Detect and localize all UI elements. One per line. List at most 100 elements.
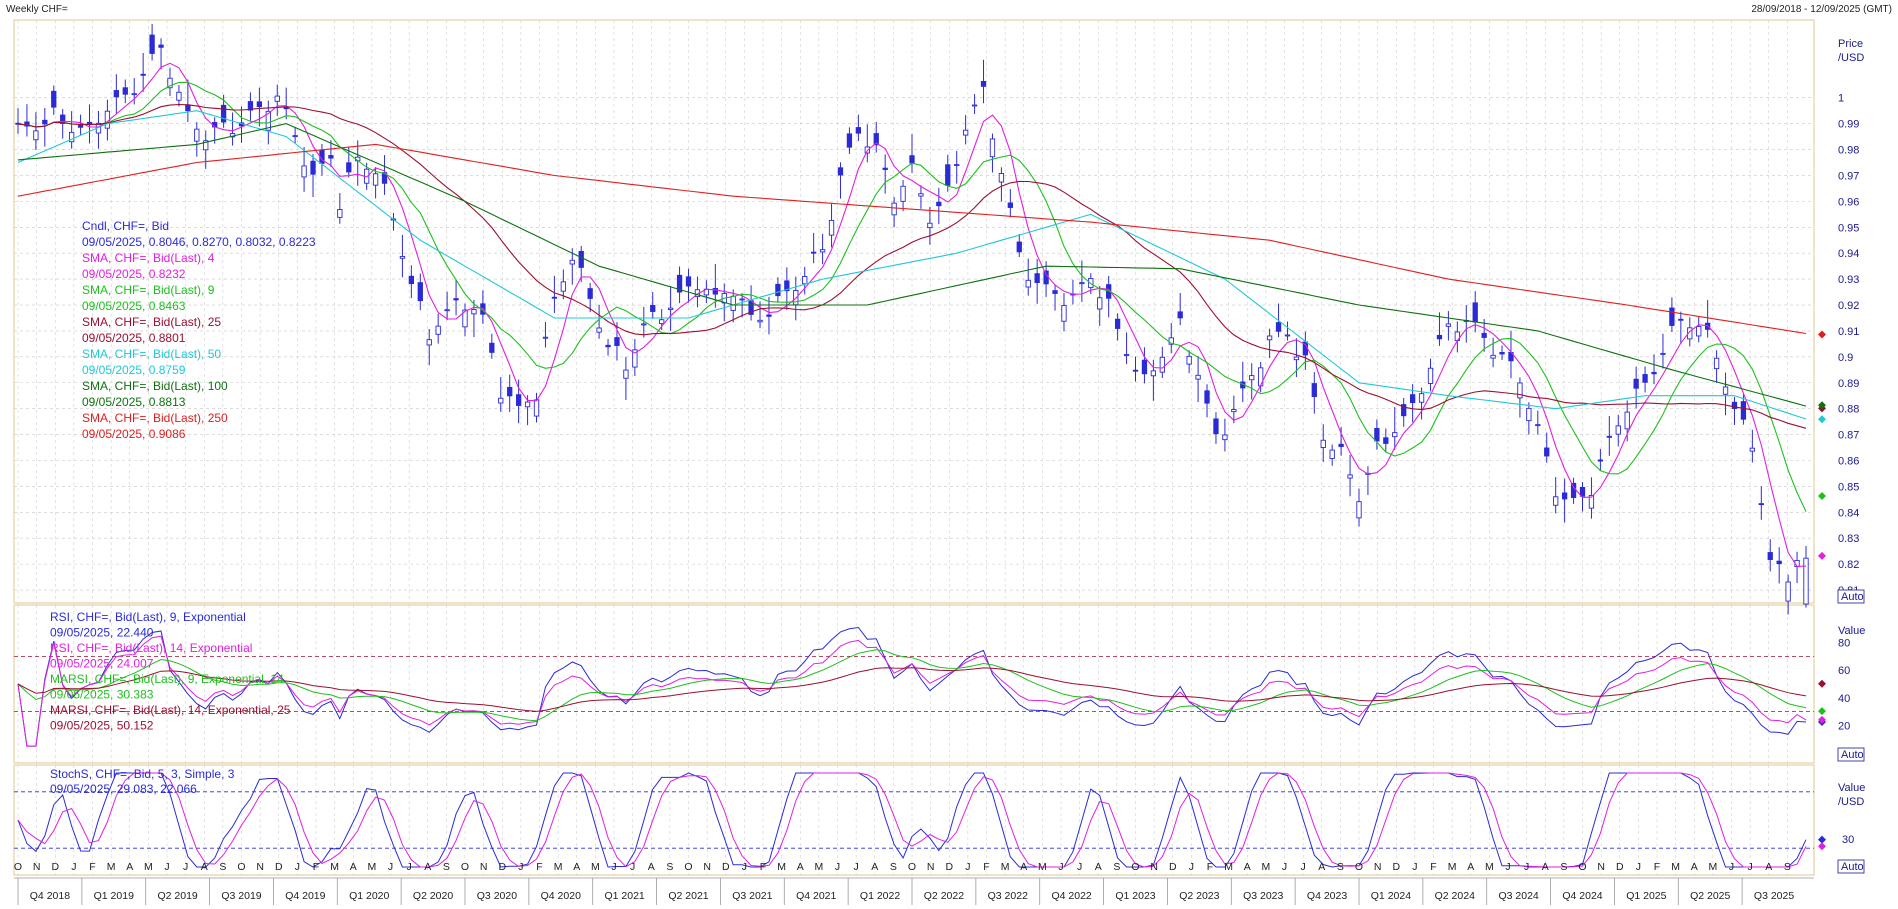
candle (1597, 448, 1604, 472)
candle (274, 84, 280, 116)
candle (256, 87, 263, 127)
x-quarter-label: Q3 2023 (1243, 890, 1283, 902)
candle (1266, 328, 1273, 359)
rsi-panel[interactable] (13, 604, 1815, 764)
x-quarter-label: Q4 2020 (541, 890, 581, 902)
series-last-marker (1818, 715, 1826, 724)
candle (882, 154, 888, 194)
x-quarter-label: Q3 2025 (1754, 890, 1794, 902)
price-tick-label: 0.94 (1838, 248, 1859, 260)
candle (328, 140, 334, 167)
candle (122, 79, 128, 104)
candle (971, 94, 978, 115)
candle (1204, 384, 1210, 418)
legend-entry: SMA, CHF=, Bid(Last), 4 (82, 251, 215, 265)
candle (587, 283, 593, 313)
candle (1553, 477, 1559, 514)
x-month-label: M (1038, 861, 1047, 873)
price-tick-label: 0.86 (1838, 455, 1859, 467)
candle (1696, 316, 1702, 343)
stoch-panel[interactable] (13, 764, 1815, 876)
stoch-auto-button[interactable] (1837, 859, 1865, 874)
price-panel[interactable] (13, 19, 1815, 604)
x-month-label: M (1224, 861, 1233, 873)
x-month-label: A (201, 861, 208, 873)
x-month-label: D (51, 861, 59, 873)
price-unit-currency: /USD (1838, 52, 1864, 64)
candle (435, 313, 441, 344)
x-month-label: M (591, 861, 600, 873)
x-month-label: J (611, 861, 616, 873)
candle (712, 263, 718, 308)
legend-entry: 09/05/2025, 29.083, 22.066 (50, 782, 197, 796)
x-month-label: A (350, 861, 357, 873)
candle (936, 187, 942, 225)
sma-25-line (17, 103, 1807, 429)
candle (623, 356, 629, 400)
price-tick-label: 0.82 (1838, 559, 1859, 571)
candle (1776, 547, 1782, 584)
candle (1669, 297, 1675, 333)
candle (462, 303, 468, 337)
x-month-label: S (1113, 861, 1120, 873)
x-quarter-label: Q4 2018 (30, 890, 70, 902)
candle (927, 206, 933, 245)
x-month-label: O (237, 861, 245, 873)
candle (864, 124, 870, 163)
x-quarter-label: Q1 2025 (1626, 890, 1666, 902)
candle (1284, 321, 1291, 341)
candle (1445, 311, 1452, 341)
candle (390, 212, 397, 231)
x-month-label: J (1729, 861, 1734, 873)
candle (507, 374, 513, 412)
x-month-label: A (871, 861, 878, 873)
candle (381, 155, 388, 195)
x-month-label: J (1524, 861, 1529, 873)
candle (757, 301, 763, 329)
legend-entry: 09/05/2025, 22.440 (50, 626, 154, 640)
x-month-label: A (1765, 861, 1772, 873)
rsi-auto-button[interactable] (1837, 747, 1865, 762)
x-month-label: A (797, 861, 804, 873)
candle (596, 304, 602, 339)
series-last-marker (1818, 679, 1826, 688)
x-month-label: D (498, 861, 506, 873)
legend-entry: MARSI, CHF=, Bid(Last), 14, Exponential,… (50, 703, 291, 717)
candle (1472, 291, 1478, 333)
candle (176, 85, 182, 107)
x-month-label: J (1077, 861, 1082, 873)
x-month-label: M (368, 861, 377, 873)
marsi-14-line (17, 667, 1807, 712)
candle (980, 59, 987, 104)
legend-entry: 09/05/2025, 0.8759 (82, 363, 186, 377)
x-month-label: A (1542, 861, 1549, 873)
candle (1231, 395, 1237, 424)
x-month-label: F (1207, 861, 1213, 873)
candle (238, 106, 245, 143)
candle (650, 292, 656, 319)
candle (194, 122, 200, 157)
price-tick-label: 0.84 (1838, 507, 1859, 519)
candle (1365, 466, 1371, 495)
stoch-unit-currency: /USD (1838, 796, 1864, 808)
candle (1561, 478, 1568, 523)
x-month-label: J (965, 861, 970, 873)
candle (1329, 444, 1335, 466)
candle (1114, 313, 1121, 341)
x-month-label: O (14, 861, 22, 873)
x-month-label: J (71, 861, 76, 873)
legend-entry: StochS, CHF=, Bid, 5, 3, Simple, 3 (50, 767, 235, 781)
price-auto-button[interactable] (1837, 589, 1865, 604)
series-last-marker (1818, 707, 1826, 716)
candle (542, 321, 549, 348)
candle (292, 126, 298, 144)
candle (471, 299, 477, 338)
candle (167, 67, 173, 96)
price-tick-label: 0.88 (1838, 404, 1859, 416)
candle (1481, 318, 1487, 352)
price-tick-label: 0.91 (1838, 326, 1859, 338)
candle (444, 291, 450, 321)
candle (1642, 366, 1648, 393)
series-last-marker (1818, 330, 1826, 339)
